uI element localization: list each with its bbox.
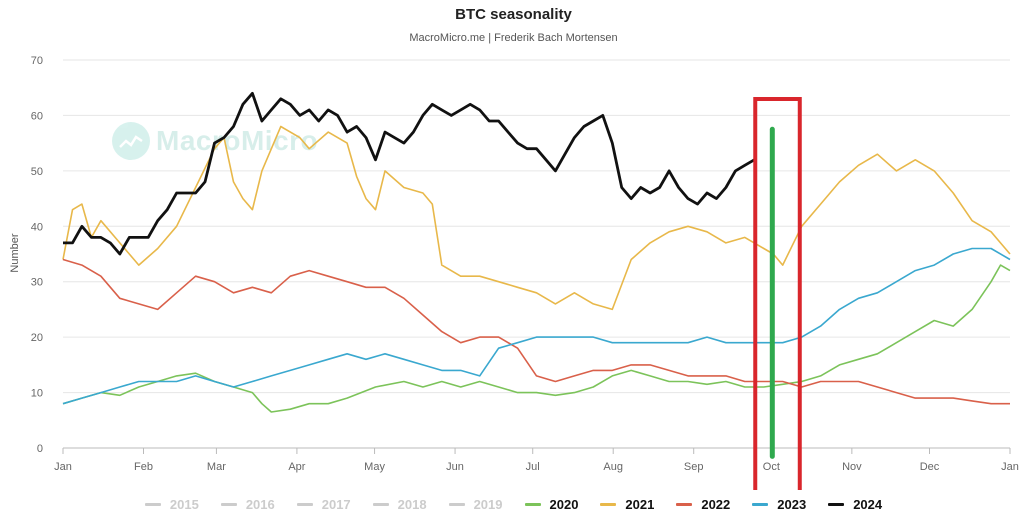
legend-swatch (144, 503, 161, 506)
watermark-logo: MacroMicro (112, 122, 318, 160)
legend-label: 2021 (625, 497, 655, 512)
series-line-2020 (62, 264, 1011, 413)
legend-swatch (524, 503, 541, 506)
grid-lines (63, 59, 1010, 449)
line-chart: 0 10 20 30 40 50 60 70 Jan Feb Mar Apr May Jun Jul Aug… (9, 55, 1019, 490)
legend-label: 2015 (169, 497, 199, 512)
highlight-box (753, 97, 802, 490)
legend-swatch (828, 503, 845, 506)
chart-title: BTC seasonality (455, 6, 572, 23)
x-tick-label: Jan (1001, 461, 1019, 473)
y-tick-label: 50 (31, 166, 43, 178)
x-axis: Jan Feb Mar Apr May Jun Jul Aug Sep Oct Nov Dec Jan (54, 448, 1019, 473)
legend-label: 2016 (245, 497, 275, 512)
x-tick-label: Feb (134, 461, 153, 473)
legend-item-2020[interactable]: 2020 (524, 497, 579, 512)
y-tick-label: 40 (31, 221, 43, 233)
x-tick-label: Jul (526, 461, 540, 473)
y-tick-label: 20 (31, 332, 43, 344)
legend-label: 2017 (321, 497, 351, 512)
legend-label: 2024 (853, 497, 883, 512)
legend-item-2018[interactable]: 2018 (372, 497, 427, 512)
legend-swatch (676, 503, 693, 506)
y-axis-label: Number (9, 233, 21, 272)
legend-item-2021[interactable]: 2021 (600, 497, 654, 512)
y-tick-label: 70 (31, 55, 43, 67)
chart-subtitle: MacroMicro.me | Frederik Bach Mortensen (409, 32, 618, 44)
y-axis: 0 10 20 30 40 50 60 70 (31, 55, 43, 455)
x-tick-label: Jan (54, 461, 72, 473)
x-tick-label: May (364, 461, 385, 473)
y-tick-label: 0 (37, 443, 43, 455)
legend-swatch (220, 503, 237, 506)
series-line-2024 (63, 91, 756, 256)
x-tick-label: Jun (446, 461, 464, 473)
legend-swatch (372, 503, 389, 506)
legend-item-2017[interactable]: 2017 (296, 497, 351, 512)
legend-label: 2019 (473, 497, 503, 512)
legend-item-2024[interactable]: 2024 (828, 497, 882, 512)
legend-item-2023[interactable]: 2023 (752, 497, 806, 512)
legend-swatch (752, 503, 769, 506)
legend-label: 2022 (701, 497, 731, 512)
watermark-text: MacroMicro (156, 125, 319, 156)
legend-label: 2020 (549, 497, 579, 512)
series-line-2023 (62, 247, 1011, 405)
annotation-layer (753, 97, 802, 490)
series-line-2022 (62, 258, 1010, 405)
y-tick-label: 10 (31, 388, 43, 400)
legend: 2015 2016 2017 2018 2019 2020 2021 2022 2023 2024 (0, 497, 1027, 512)
legend-label: 2018 (397, 497, 427, 512)
x-tick-label: Dec (920, 461, 940, 473)
x-tick-label: Apr (288, 461, 305, 473)
legend-item-2019[interactable]: 2019 (448, 497, 503, 512)
x-tick-label: Sep (684, 461, 704, 473)
legend-item-2015[interactable]: 2015 (144, 497, 199, 512)
x-tick-label: Nov (842, 461, 862, 473)
y-tick-label: 30 (31, 277, 43, 289)
watermark-chart-icon (112, 122, 150, 160)
legend-item-2016[interactable]: 2016 (220, 497, 275, 512)
x-tick-label: Aug (603, 461, 623, 473)
legend-item-2022[interactable]: 2022 (676, 497, 730, 512)
legend-swatch (600, 503, 617, 506)
y-tick-label: 60 (31, 110, 43, 122)
series-layer (62, 91, 1011, 413)
x-tick-label: Oct (763, 461, 780, 473)
legend-label: 2023 (777, 497, 807, 512)
legend-swatch (448, 503, 465, 506)
x-tick-label: Mar (207, 461, 226, 473)
legend-swatch (296, 503, 313, 506)
